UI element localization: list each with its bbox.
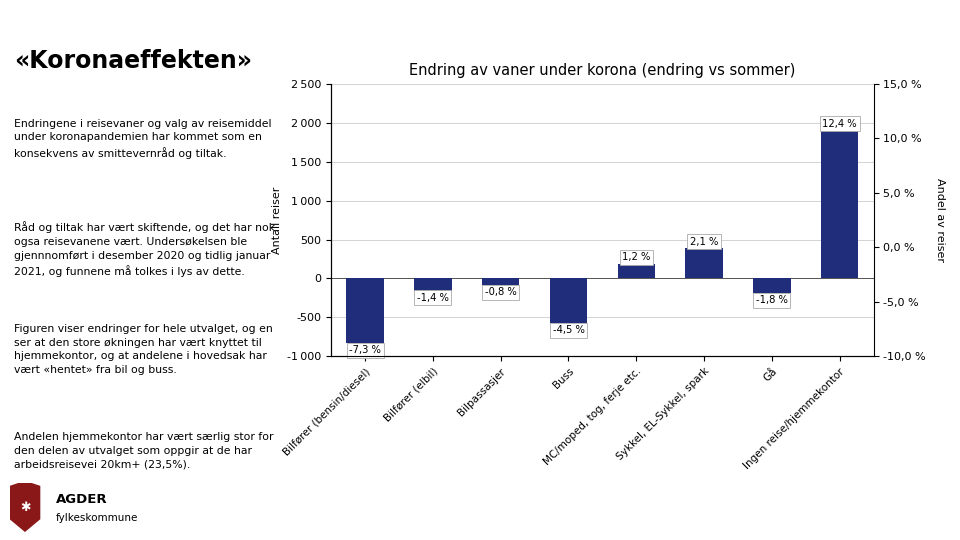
Bar bbox=[754, 279, 790, 293]
Text: -0,8 %: -0,8 % bbox=[485, 287, 516, 298]
Text: 12,4 %: 12,4 % bbox=[823, 118, 857, 129]
Bar bbox=[821, 131, 858, 279]
Text: fylkeskommune: fylkeskommune bbox=[56, 513, 138, 523]
Y-axis label: Antall reiser: Antall reiser bbox=[272, 186, 281, 254]
Text: Andelen hjemmekontor har vært særlig stor for
den delen av utvalget som oppgir a: Andelen hjemmekontor har vært særlig sto… bbox=[14, 432, 274, 469]
Text: Råd og tiltak har vært skiftende, og det har nok
ogsa reisevanene vært. Undersøk: Råd og tiltak har vært skiftende, og det… bbox=[14, 221, 276, 277]
Text: AGDER: AGDER bbox=[56, 492, 108, 505]
Text: «Koronaeffekten»: «Koronaeffekten» bbox=[14, 49, 252, 72]
Bar bbox=[482, 279, 519, 286]
Polygon shape bbox=[10, 481, 40, 532]
Text: Figuren viser endringer for hele utvalget, og en
ser at den store økningen har v: Figuren viser endringer for hele utvalge… bbox=[14, 324, 274, 375]
Text: -1,4 %: -1,4 % bbox=[417, 293, 449, 302]
Bar bbox=[685, 248, 723, 279]
Text: 1,2 %: 1,2 % bbox=[622, 252, 651, 262]
Text: -4,5 %: -4,5 % bbox=[553, 325, 585, 335]
Bar bbox=[550, 279, 588, 323]
Bar bbox=[347, 279, 384, 343]
Text: -7,3 %: -7,3 % bbox=[349, 345, 381, 355]
Text: -1,8 %: -1,8 % bbox=[756, 295, 788, 305]
Bar bbox=[617, 264, 655, 279]
Text: Endringene i reisevaner og valg av reisemiddel
under koronapandemien har kommet : Endringene i reisevaner og valg av reise… bbox=[14, 119, 272, 159]
Text: 2,1 %: 2,1 % bbox=[690, 237, 718, 247]
Title: Endring av vaner under korona (endring vs sommer): Endring av vaner under korona (endring v… bbox=[409, 63, 796, 78]
Text: ✱: ✱ bbox=[20, 502, 30, 515]
Bar bbox=[415, 279, 451, 291]
Y-axis label: Andel av reiser: Andel av reiser bbox=[935, 178, 946, 262]
